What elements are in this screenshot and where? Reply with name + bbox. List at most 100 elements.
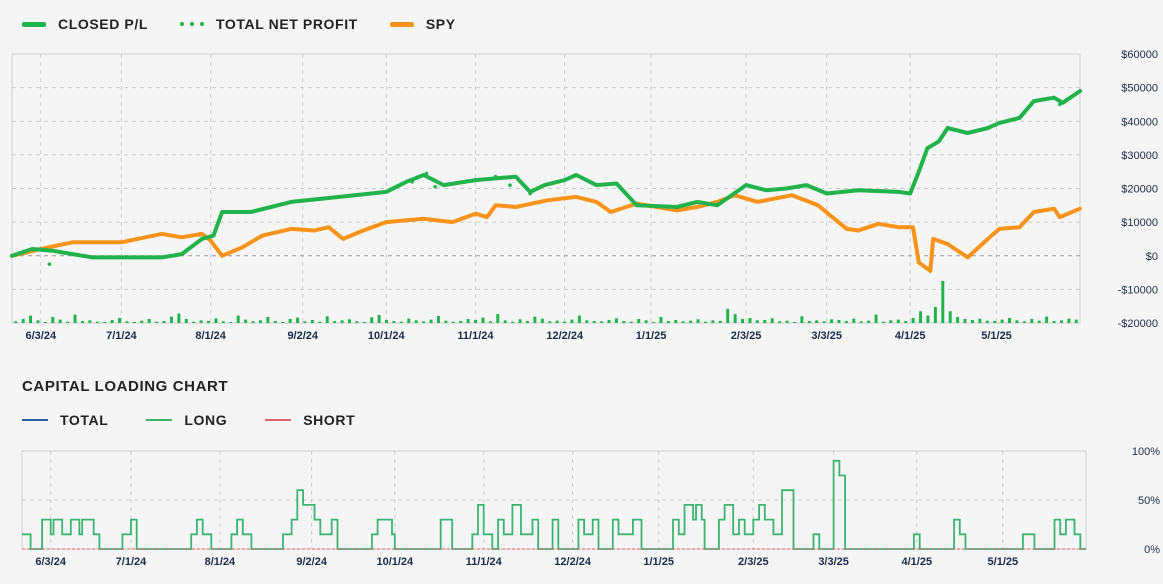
volume-bar: [429, 319, 433, 323]
x-tick-label: 6/3/24: [25, 330, 56, 342]
volume-bar: [503, 320, 507, 323]
volume-bar: [29, 315, 33, 323]
legend-label: TOTAL NET PROFIT: [216, 16, 358, 32]
series-point-total-net-profit: [384, 190, 389, 194]
series-point-total-net-profit: [908, 191, 912, 196]
series-point-total-net-profit: [1078, 89, 1082, 93]
x-tick-label: 5/1/25: [988, 556, 1019, 568]
volume-bar: [266, 316, 270, 323]
legend-spy[interactable]: SPY: [389, 16, 456, 32]
volume-bar: [288, 318, 292, 323]
series-point-total-net-profit: [508, 183, 512, 187]
volume-bar: [236, 315, 240, 323]
volume-bar: [696, 319, 700, 323]
volume-bar: [340, 320, 344, 323]
volume-bar: [333, 320, 337, 323]
volume-bar: [540, 318, 544, 323]
x-tick-label: 6/3/24: [35, 556, 66, 568]
x-tick-label: 2/3/25: [731, 330, 762, 342]
volume-bar: [933, 306, 937, 323]
volume-bar: [355, 321, 359, 323]
volume-bar: [548, 321, 552, 323]
volume-bar: [444, 320, 448, 323]
volume-bar: [666, 320, 670, 323]
y-tick-label: $0: [1146, 251, 1158, 263]
volume-bar: [1037, 320, 1041, 323]
series-point-total-net-profit: [473, 178, 478, 182]
x-tick-label: 11/1/24: [457, 330, 494, 342]
volume-bar: [1052, 320, 1056, 323]
legend-total[interactable]: TOTAL: [22, 412, 108, 428]
x-tick-label: 10/1/24: [376, 556, 414, 568]
volume-bar: [459, 320, 463, 323]
x-tick-label: 9/2/24: [287, 330, 318, 342]
volume-bar: [978, 318, 982, 323]
series-point-total-net-profit: [493, 174, 498, 179]
volume-bar: [436, 315, 440, 323]
volume-bar: [941, 280, 945, 323]
volume-bar: [629, 321, 633, 323]
volume-bar: [926, 315, 930, 323]
volume-bar: [919, 311, 923, 323]
series-line-spy[interactable]: [10, 193, 1082, 273]
series-point-total-net-profit: [289, 200, 294, 204]
x-tick-label: 5/1/25: [981, 330, 1012, 342]
volume-bar: [207, 320, 211, 323]
legend-swatch-line-icon: [146, 419, 173, 421]
volume-bar: [451, 321, 455, 323]
volume-bar: [963, 318, 967, 323]
volume-bar: [273, 320, 277, 323]
volume-bar: [36, 320, 40, 323]
series-point-total-net-profit: [47, 262, 52, 266]
legend-total-net-profit[interactable]: TOTAL NET PROFIT: [180, 16, 358, 32]
volume-bar: [644, 320, 648, 323]
volume-bar: [904, 320, 908, 323]
volume-bar: [607, 319, 611, 323]
series-point-total-net-profit: [513, 174, 518, 179]
volume-bar: [852, 318, 856, 323]
capital-loading-title: CAPITAL LOADING CHART: [22, 378, 229, 395]
legend-swatch-line-icon: [265, 419, 292, 421]
legend-long[interactable]: LONG: [146, 412, 227, 428]
volume-bar: [518, 319, 522, 323]
legend-swatch-solid-icon: [22, 21, 46, 27]
volume-bar: [785, 320, 789, 323]
legend-closed-pl[interactable]: CLOSED P/L: [22, 16, 148, 32]
volume-bar: [310, 319, 314, 323]
volume-bar: [726, 308, 730, 323]
volume-bar: [488, 321, 492, 323]
volume-bar: [570, 319, 574, 323]
volume-bar: [985, 320, 989, 323]
volume-bar: [481, 317, 485, 323]
volume-bar: [422, 321, 426, 323]
legend-short[interactable]: SHORT: [265, 412, 355, 428]
volume-bar: [652, 321, 656, 323]
volume-bar: [741, 318, 745, 323]
volume-bar: [88, 320, 92, 323]
volume-bar: [948, 311, 952, 323]
volume-bar: [14, 321, 18, 323]
volume-bar: [125, 321, 129, 323]
series-point-total-net-profit: [424, 171, 429, 176]
volume-bar: [251, 321, 255, 323]
legend-label: TOTAL: [60, 412, 109, 428]
x-tick-label: 3/3/25: [811, 330, 842, 342]
series-line-long[interactable]: [22, 459, 1086, 550]
x-tick-label: 2/3/25: [738, 556, 769, 568]
series-point-total-net-profit: [433, 185, 437, 189]
x-tick-label: 8/1/24: [195, 330, 226, 342]
volume-bar: [466, 318, 470, 323]
x-tick-label: 7/1/24: [116, 556, 147, 568]
volume-bar: [770, 318, 774, 323]
volume-bar: [896, 319, 900, 323]
volume-bar: [184, 318, 188, 323]
volume-bar: [244, 319, 248, 323]
profit-legend: CLOSED P/L TOTAL NET PROFIT SPY: [22, 16, 488, 32]
volume-bar: [370, 317, 374, 323]
volume-bar: [807, 320, 811, 323]
volume-bar: [563, 321, 567, 323]
volume-bar: [525, 320, 529, 323]
legend-label: SPY: [425, 16, 456, 32]
